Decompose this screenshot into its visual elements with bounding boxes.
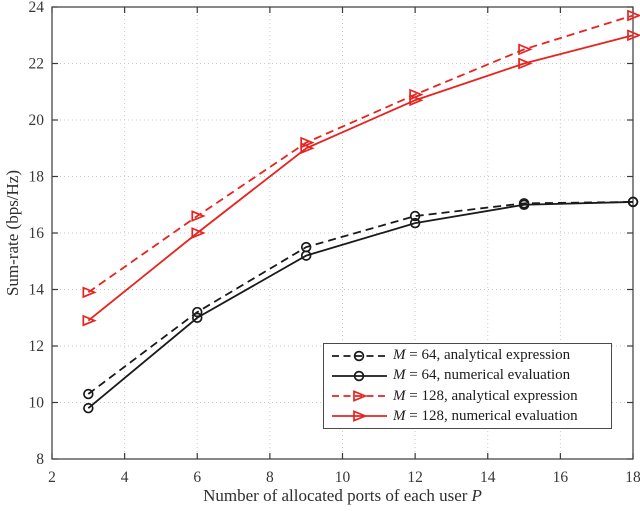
svg-text:8: 8 [266, 469, 274, 486]
svg-text:10: 10 [335, 469, 351, 486]
legend-item-label: M = 128, numerical evaluation [393, 407, 578, 424]
legend-line-sample-dashed-triangle-icon [331, 387, 388, 405]
legend-item-label: M = 128, analytical expression [393, 387, 578, 404]
legend: M = 64, analytical expression M = 64, nu… [323, 343, 612, 429]
svg-text:2: 2 [48, 469, 56, 486]
svg-text:4: 4 [121, 469, 129, 486]
x-axis-label-text: Number of allocated ports of each user [203, 486, 468, 505]
legend-item: M = 128, numerical evaluation [331, 407, 611, 426]
svg-text:16: 16 [553, 469, 569, 486]
legend-item: M = 64, analytical expression [331, 346, 611, 365]
svg-text:20: 20 [29, 112, 45, 129]
svg-text:14: 14 [480, 469, 496, 486]
svg-text:10: 10 [29, 395, 45, 412]
legend-item: M = 64, numerical evaluation [331, 366, 611, 385]
legend-item: M = 128, analytical expression [331, 387, 611, 406]
svg-text:24: 24 [29, 0, 45, 16]
svg-text:16: 16 [29, 225, 45, 242]
legend-item-label: M = 64, numerical evaluation [393, 367, 571, 384]
x-axis-label-variable: P [471, 486, 482, 505]
x-axis-label: Number of allocated ports of each user P [52, 486, 633, 506]
svg-text:18: 18 [29, 169, 45, 186]
legend-line-sample-solid-triangle-icon [331, 407, 388, 425]
svg-text:12: 12 [29, 338, 45, 355]
svg-text:12: 12 [407, 469, 423, 486]
svg-text:6: 6 [193, 469, 201, 486]
svg-text:22: 22 [29, 56, 45, 73]
legend-line-sample-solid-circle-icon [331, 367, 388, 385]
y-axis-label-text: Sum-rate (bps/Hz) [3, 169, 22, 297]
y-axis-label: Sum-rate (bps/Hz) [3, 170, 23, 296]
svg-text:18: 18 [625, 469, 640, 486]
svg-text:14: 14 [29, 282, 45, 299]
svg-text:8: 8 [36, 451, 44, 468]
legend-item-label: M = 64, analytical expression [393, 347, 571, 364]
legend-line-sample-dashed-circle-icon [331, 347, 388, 365]
